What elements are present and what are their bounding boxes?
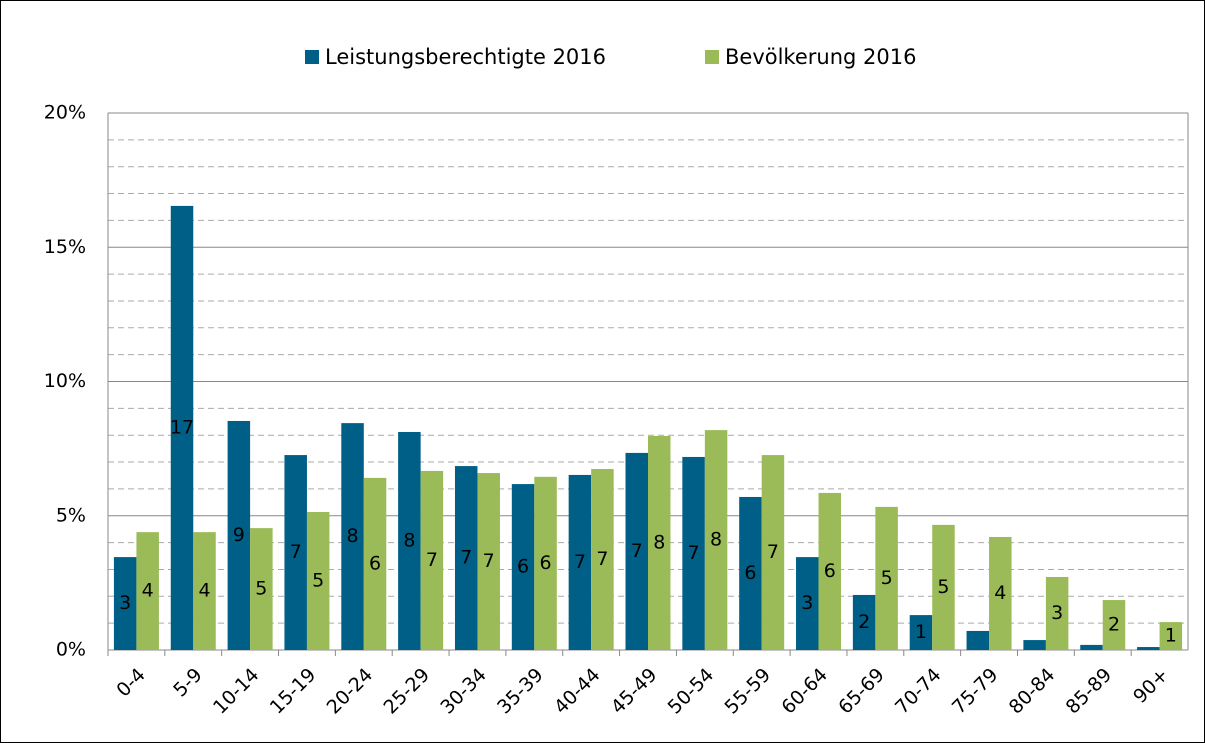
data-label: 5 [881, 567, 893, 589]
bar [1137, 647, 1160, 650]
data-label: 1 [915, 621, 927, 643]
data-label: 4 [142, 580, 154, 602]
data-label: 7 [290, 541, 302, 563]
y-tick-label: 10% [44, 370, 86, 392]
data-label: 7 [426, 549, 438, 571]
y-tick-label: 20% [44, 102, 86, 124]
y-tick-label: 5% [56, 504, 86, 526]
y-tick-label: 15% [44, 236, 86, 258]
data-label: 2 [1108, 614, 1120, 636]
data-label: 3 [1051, 602, 1063, 624]
data-label: 7 [688, 542, 700, 564]
bar [966, 630, 990, 650]
legend-label: Bevölkerung 2016 [725, 45, 916, 69]
data-label: 5 [312, 569, 324, 591]
data-label: 7 [596, 548, 608, 570]
data-label: 8 [710, 529, 722, 551]
data-label: 7 [631, 540, 643, 562]
bar [591, 469, 614, 650]
data-label: 1 [1165, 625, 1177, 647]
bar [193, 532, 216, 650]
bar [568, 474, 592, 650]
bar [1080, 644, 1103, 650]
data-label: 7 [574, 551, 586, 573]
bar [306, 511, 330, 650]
bar [534, 476, 557, 650]
bar [136, 532, 159, 650]
data-label: 7 [483, 550, 495, 572]
data-label: 3 [801, 592, 813, 614]
data-label: 8 [403, 529, 415, 551]
bar [341, 423, 364, 650]
legend-label: Leistungsberechtigte 2016 [325, 45, 606, 69]
bar [875, 506, 898, 650]
data-label: 9 [233, 524, 245, 546]
bar [284, 455, 307, 650]
data-label: 4 [994, 582, 1006, 604]
bar [170, 205, 194, 650]
data-label: 5 [255, 578, 267, 600]
bar [739, 496, 762, 650]
data-label: 6 [744, 562, 756, 584]
legend-swatch [305, 50, 319, 64]
data-label: 2 [858, 611, 870, 633]
bar [398, 431, 421, 650]
bar [704, 430, 728, 650]
bar [796, 557, 819, 650]
data-label: 6 [824, 560, 836, 582]
legend-swatch [705, 50, 719, 64]
bar [250, 528, 273, 650]
data-label: 4 [198, 580, 210, 602]
bar [761, 455, 785, 650]
bar [113, 557, 137, 650]
bar [625, 452, 648, 650]
data-label: 8 [653, 532, 665, 554]
bar [989, 536, 1012, 650]
bar [477, 473, 500, 650]
data-label: 7 [460, 547, 472, 569]
data-label: 6 [517, 556, 529, 578]
data-label: 5 [937, 576, 949, 598]
bar [227, 420, 251, 650]
bar [454, 466, 478, 650]
bar [1102, 600, 1126, 650]
y-tick-label: 0% [56, 639, 86, 661]
data-label: 7 [767, 541, 779, 563]
bar [1045, 576, 1069, 650]
bar [420, 470, 444, 650]
bar [682, 456, 705, 650]
bar [909, 615, 933, 650]
bar [818, 492, 842, 650]
data-label: 17 [170, 416, 194, 438]
bar [932, 524, 955, 650]
bar [511, 484, 535, 650]
data-label: 8 [346, 525, 358, 547]
data-label: 6 [540, 552, 552, 574]
bar [1023, 640, 1046, 650]
data-label: 6 [369, 552, 381, 574]
bar [1159, 622, 1183, 650]
data-label: 3 [119, 592, 131, 614]
bar [852, 594, 876, 650]
bar [648, 436, 671, 650]
bar [363, 477, 387, 650]
